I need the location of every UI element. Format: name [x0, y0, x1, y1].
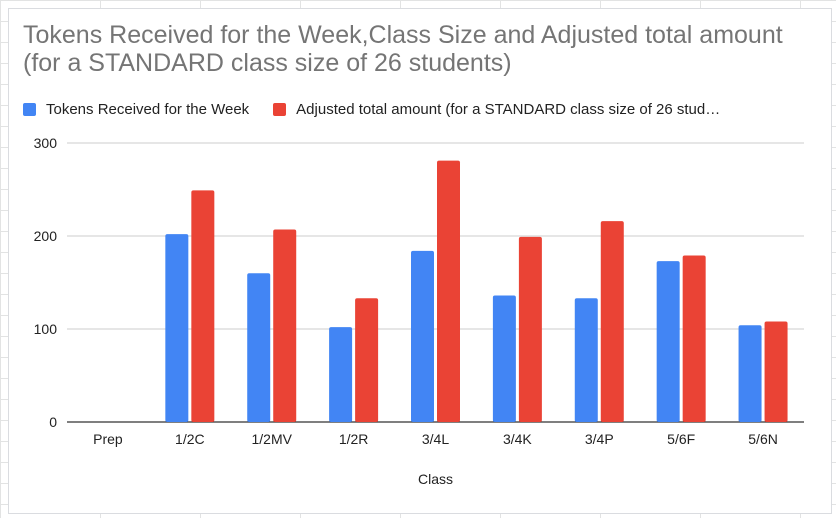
bar-adjusted[interactable]: [191, 190, 215, 422]
bar-tokens[interactable]: [492, 295, 516, 422]
y-tick-label: 300: [34, 135, 58, 151]
x-tick-label: 3/4P: [585, 431, 614, 447]
bar-adjusted[interactable]: [764, 321, 788, 422]
bar-adjusted[interactable]: [273, 229, 297, 422]
y-tick-label: 0: [49, 414, 57, 430]
bar-adjusted[interactable]: [518, 236, 542, 422]
legend-swatch-tokens: [23, 102, 36, 116]
x-tick-label: 1/2R: [339, 431, 369, 447]
chart-legend: Tokens Received for the Week Adjusted to…: [23, 98, 813, 120]
bar-tokens[interactable]: [574, 298, 598, 422]
bar-tokens[interactable]: [738, 325, 762, 422]
y-tick-label: 100: [34, 321, 58, 337]
x-tick-label: 1/2MV: [251, 431, 292, 447]
bar-tokens[interactable]: [411, 250, 434, 422]
bar-adjusted[interactable]: [355, 298, 379, 422]
chart-title: Tokens Received for the Week,Class Size …: [23, 21, 783, 77]
bar-tokens[interactable]: [247, 273, 271, 422]
y-tick-label: 200: [34, 228, 58, 244]
bar-tokens[interactable]: [329, 327, 353, 422]
legend-item-adjusted[interactable]: Adjusted total amount (for a STANDARD cl…: [273, 101, 813, 118]
x-tick-label: 5/6F: [667, 431, 695, 447]
x-tick-label: 1/2C: [175, 431, 205, 447]
bar-tokens[interactable]: [656, 261, 680, 422]
legend-item-tokens[interactable]: Tokens Received for the Week: [23, 101, 249, 118]
bar-adjusted[interactable]: [600, 221, 624, 422]
x-tick-label: 5/6N: [748, 431, 778, 447]
legend-swatch-adjusted: [273, 102, 287, 116]
bar-adjusted[interactable]: [682, 255, 706, 422]
x-tick-label: Prep: [93, 431, 123, 447]
x-tick-label: 3/4K: [503, 431, 532, 447]
bar-adjusted[interactable]: [437, 160, 460, 423]
bar-tokens[interactable]: [165, 234, 189, 422]
x-axis-title: Class: [418, 471, 453, 487]
x-tick-label: 3/4L: [422, 431, 449, 447]
